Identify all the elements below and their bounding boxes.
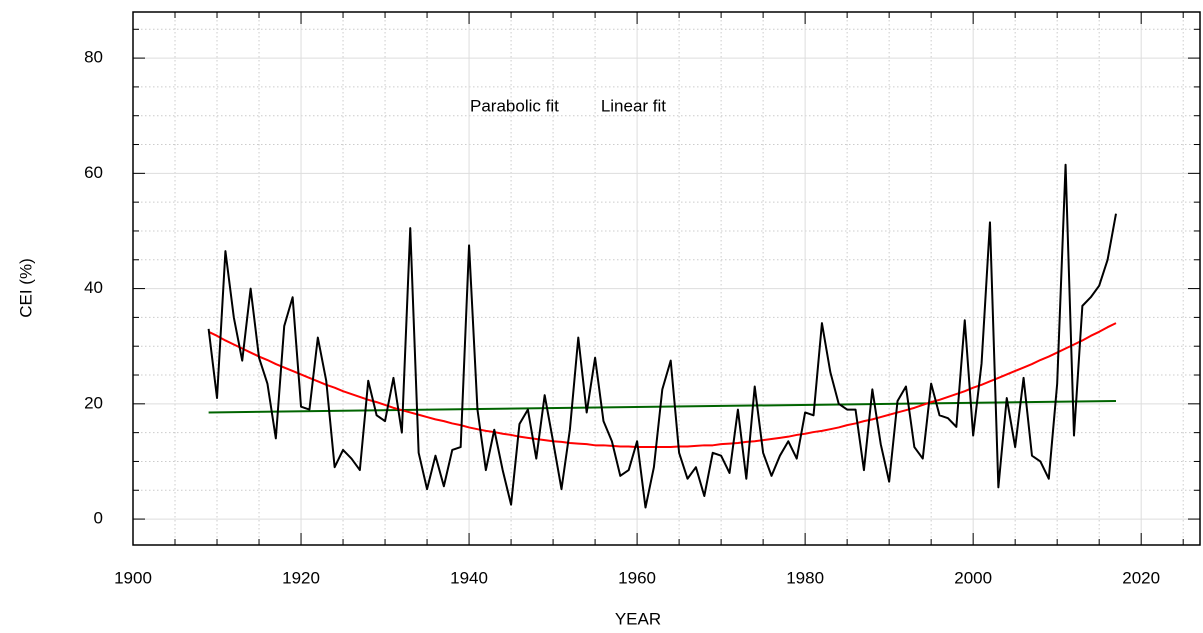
- y-axis-label: CEI (%): [16, 258, 35, 318]
- x-tick-label: 1960: [618, 568, 656, 587]
- data-line: [208, 322, 1117, 449]
- legend-entry: Linear fit: [601, 96, 666, 115]
- plot-frame: [132, 11, 1201, 546]
- y-tick-label: 60: [84, 163, 103, 182]
- x-tick-label: 1920: [282, 568, 320, 587]
- y-tick-label: 0: [94, 509, 103, 528]
- x-tick-label: 2020: [1122, 568, 1160, 587]
- x-tick-label: 1940: [450, 568, 488, 587]
- y-tick-label: 40: [84, 278, 103, 297]
- data-line: [207, 163, 1117, 509]
- legend-entry: Parabolic fit: [470, 96, 559, 115]
- y-tick-label: 80: [84, 48, 103, 67]
- x-tick-label: 1980: [786, 568, 824, 587]
- x-tick-label: 2000: [954, 568, 992, 587]
- x-axis-label: YEAR: [615, 609, 661, 628]
- x-tick-label: 1900: [114, 568, 152, 587]
- y-tick-label: 20: [84, 393, 103, 412]
- data-line: [208, 399, 1116, 414]
